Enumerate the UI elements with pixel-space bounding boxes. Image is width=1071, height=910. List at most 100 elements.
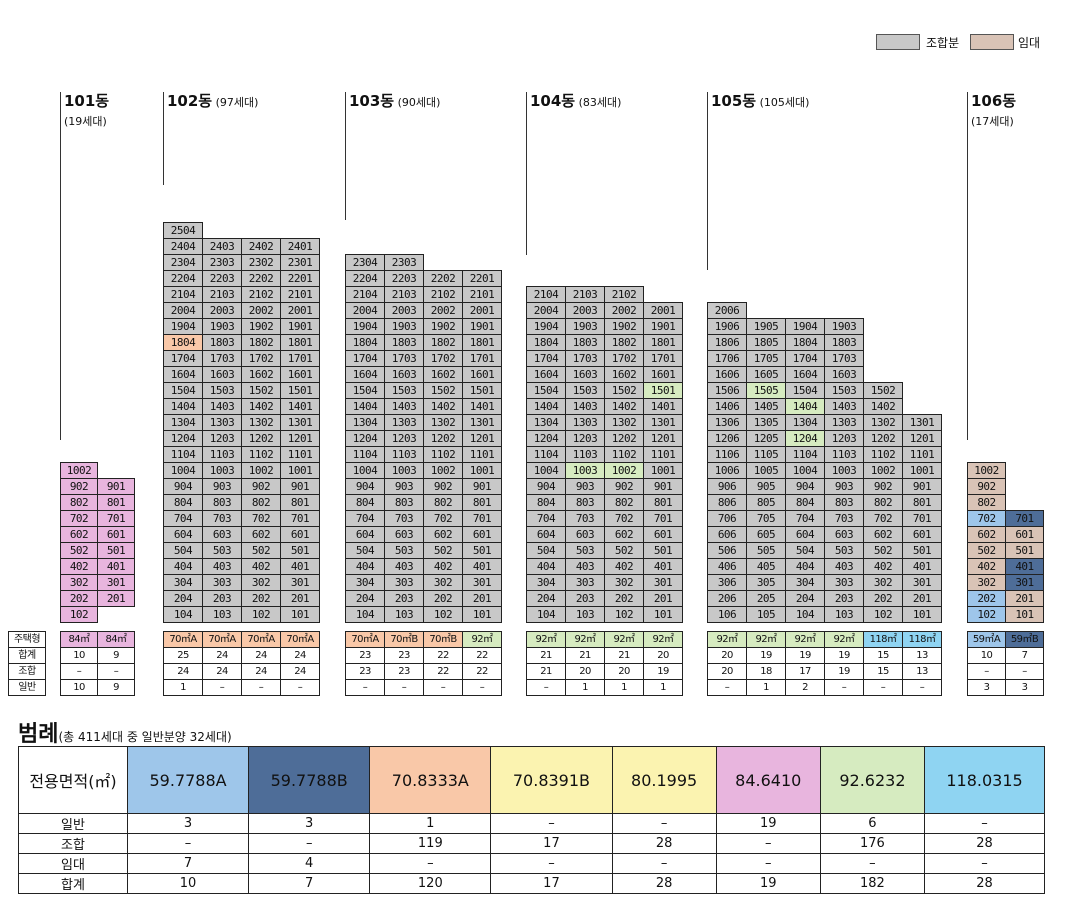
unit-cell: 1301 [902, 414, 942, 431]
unit-cell: 401 [280, 558, 320, 575]
summary-header-label: 전용면적(㎡) [18, 746, 128, 814]
row-label: 주택형 [8, 631, 46, 648]
ilban-cell: – [863, 679, 903, 696]
unit-cell: 1103 [565, 446, 605, 463]
unit-cell: 1902 [423, 318, 463, 335]
unit-cell: 506 [707, 542, 747, 559]
summary-value-cell: 28 [924, 833, 1045, 854]
total-cell: 19 [785, 647, 825, 664]
unit-type-cell: 70㎡A [280, 631, 320, 648]
johap-cell: – [97, 663, 135, 680]
unit-cell: 1704 [785, 350, 825, 367]
unit-cell: 401 [462, 558, 502, 575]
unit-cell: 1105 [746, 446, 786, 463]
unit-cell: 1904 [163, 318, 203, 335]
unit-cell: 504 [526, 542, 566, 559]
unit-cell: 1504 [785, 382, 825, 399]
unit-cell: 1204 [345, 430, 385, 447]
unit-cell: 1603 [384, 366, 424, 383]
summary-row: 임대 7 4– – – – – – [18, 853, 1045, 874]
unit-cell: 903 [565, 478, 605, 495]
ilban-cell: 1 [565, 679, 605, 696]
unit-cell: 803 [565, 494, 605, 511]
unit-cell: 703 [824, 510, 864, 527]
unit-cell: 101 [462, 606, 502, 623]
unit-cell: 104 [163, 606, 203, 623]
unit-cell: 406 [707, 558, 747, 575]
unit-cell: 801 [280, 494, 320, 511]
unit-cell: 1002 [423, 462, 463, 479]
unit-cell: 1603 [565, 366, 605, 383]
unit-cell: 1705 [746, 350, 786, 367]
building-name: 106동 [971, 92, 1017, 110]
unit-cell: 1102 [241, 446, 281, 463]
building-name: 103동 [349, 92, 395, 110]
unit-cell: 1901 [280, 318, 320, 335]
unit-cell: 1604 [785, 366, 825, 383]
unit-cell: 501 [97, 542, 135, 559]
ilban-cell: – [345, 679, 385, 696]
unit-cell: 1002 [863, 462, 903, 479]
unit-cell: 2002 [604, 302, 644, 319]
johap-cell: 22 [462, 663, 502, 680]
unit-cell: 1903 [565, 318, 605, 335]
unit-type-cell: 70㎡B [423, 631, 463, 648]
ilban-cell: – [462, 679, 502, 696]
building-unit-count: (17세대) [971, 115, 1014, 128]
unit-cell: 504 [785, 542, 825, 559]
unit-cell: 2103 [384, 286, 424, 303]
summary-value-cell: 17 [490, 873, 613, 894]
unit-cell: 206 [707, 590, 747, 607]
unit-cell: 1202 [241, 430, 281, 447]
unit-cell: 203 [202, 590, 242, 607]
unit-cell: 1402 [241, 398, 281, 415]
unit-cell: 902 [60, 478, 98, 495]
unit-cell: 103 [202, 606, 242, 623]
ilban-cell: – [280, 679, 320, 696]
unit-cell: 1504 [526, 382, 566, 399]
summary-row: 일반 3 3 1– –19 6– [18, 813, 1045, 834]
unit-cell: 801 [643, 494, 683, 511]
unit-cell: 1106 [707, 446, 747, 463]
unit-cell: 103 [384, 606, 424, 623]
unit-cell: 703 [384, 510, 424, 527]
unit-cell: 802 [241, 494, 281, 511]
unit-cell: 2103 [565, 286, 605, 303]
unit-cell: 1201 [280, 430, 320, 447]
unit-cell: 1003 [202, 462, 242, 479]
unit-cell: 1103 [384, 446, 424, 463]
unit-cell: 1102 [863, 446, 903, 463]
building-unit-count: (19세대) [64, 115, 107, 128]
unit-cell: 2201 [280, 270, 320, 287]
building-divider-line [967, 92, 968, 440]
summary-value-cell: 7 [126, 853, 250, 874]
unit-cell: 1904 [526, 318, 566, 335]
total-cell: 9 [97, 647, 135, 664]
summary-row-label: 조합 [18, 833, 128, 854]
building-divider-line [345, 92, 346, 220]
unit-cell: 601 [902, 526, 942, 543]
johap-cell: 20 [604, 663, 644, 680]
unit-cell: 1704 [163, 350, 203, 367]
total-cell: 13 [902, 647, 942, 664]
unit-cell: 1504 [345, 382, 385, 399]
unit-type-cell: 70㎡B [384, 631, 424, 648]
building-unit-count: (105세대) [756, 96, 810, 109]
unit-cell: 403 [202, 558, 242, 575]
summary-value-cell: 1 [369, 813, 492, 834]
unit-cell: 1301 [280, 414, 320, 431]
unit-cell: 1902 [241, 318, 281, 335]
unit-cell: 801 [97, 494, 135, 511]
summary-value-cell: – [715, 853, 821, 874]
unit-type-cell: 92㎡ [462, 631, 502, 648]
unit-cell: 1202 [604, 430, 644, 447]
unit-cell: 1702 [423, 350, 463, 367]
unit-cell: 1001 [902, 462, 942, 479]
unit-cell: 1303 [384, 414, 424, 431]
unit-cell: 1904 [785, 318, 825, 335]
unit-cell: 2201 [462, 270, 502, 287]
unit-cell: 105 [746, 606, 786, 623]
unit-type-cell: 92㎡ [565, 631, 605, 648]
unit-cell: 1701 [643, 350, 683, 367]
johap-cell: 24 [241, 663, 281, 680]
